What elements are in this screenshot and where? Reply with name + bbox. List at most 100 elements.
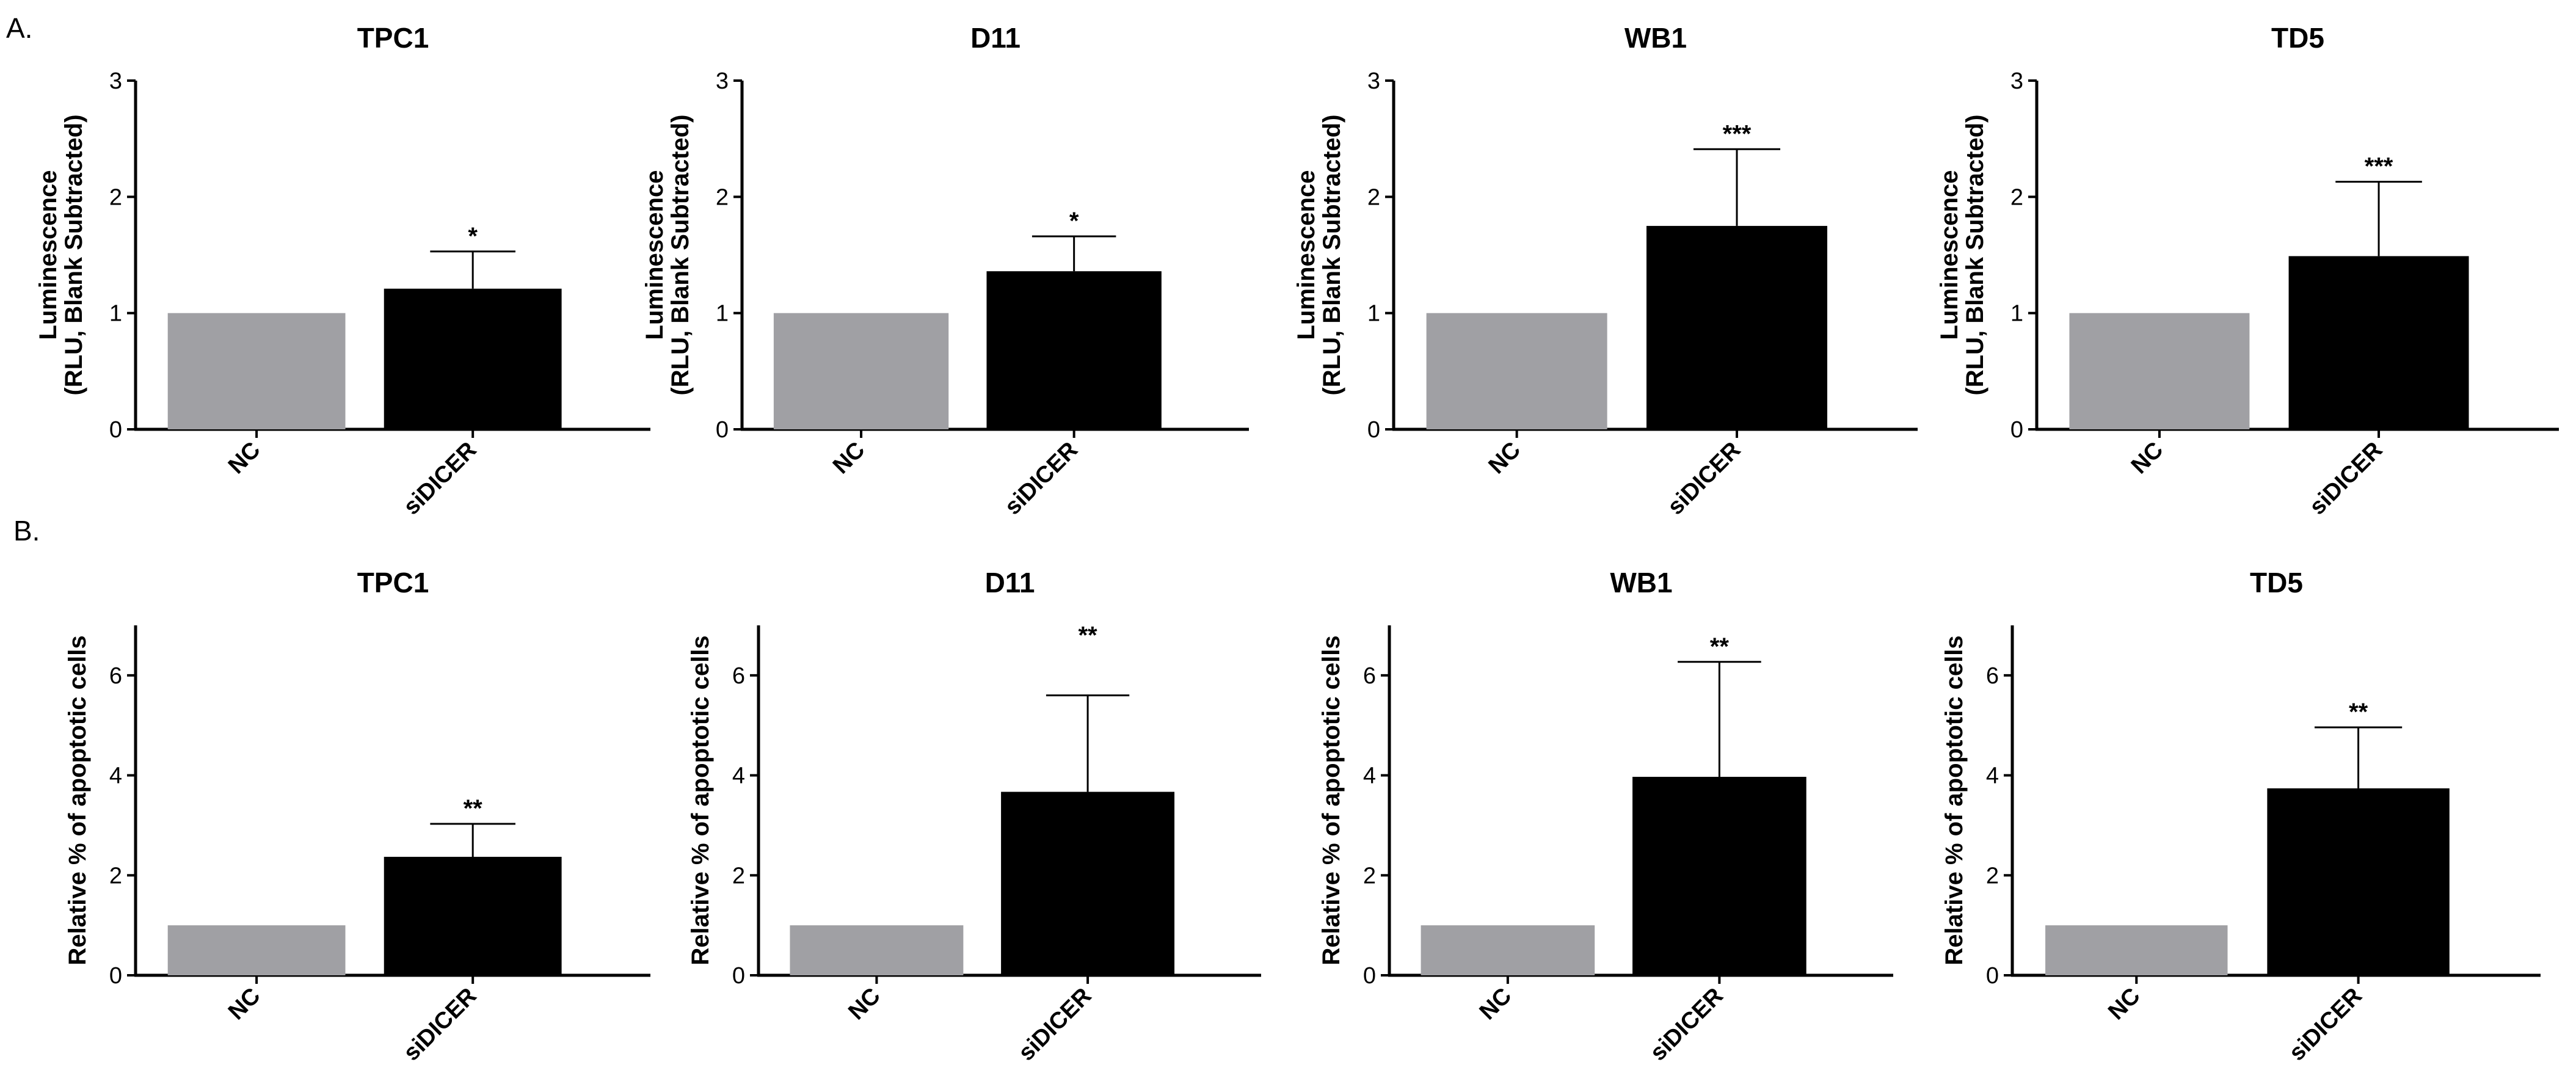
significance-label: * <box>1069 208 1079 235</box>
bar-nc <box>167 313 346 429</box>
chart-a-wb1: WB1 Luminescence(RLU, Blank Subtracted) 0 1… <box>1293 22 1918 520</box>
bar-nc <box>1426 313 1607 429</box>
y-tick-label: 3 <box>2010 68 2023 94</box>
bar-sidicer <box>384 288 562 429</box>
bar-sidicer <box>1632 777 1806 975</box>
x-category-label: siDICER <box>1663 437 1746 520</box>
y-axis-label: (RLU, Blank Subtracted) <box>1962 114 1988 395</box>
x-category-label: siDICER <box>399 437 482 520</box>
y-axis-label: (RLU, Blank Subtracted) <box>60 114 87 395</box>
y-tick-label: 3 <box>716 68 729 94</box>
bar-sidicer <box>1646 225 1827 429</box>
x-category-label: NC <box>843 983 886 1025</box>
bar-nc <box>773 313 949 429</box>
x-category-label: siDICER <box>2305 437 2388 520</box>
chart-title: TD5 <box>2271 22 2324 54</box>
chart-title: WB1 <box>1610 567 1672 598</box>
bar-nc <box>2045 925 2228 975</box>
y-axis-label: (RLU, Blank Subtracted) <box>1319 114 1345 395</box>
y-axis-label: (RLU, Blank Subtracted) <box>667 114 694 395</box>
y-axis-label: Luminescence <box>35 170 62 340</box>
x-category-label: siDICER <box>399 983 482 1066</box>
panel-label-a: A. <box>6 12 32 44</box>
y-tick-label: 1 <box>2010 301 2023 327</box>
y-tick-label: 2 <box>1363 863 1376 889</box>
bar-sidicer <box>986 271 1162 429</box>
chart-b-wb1: WB1 Relative % of apoptotic cells 0 2 4 6 NC **… <box>1318 567 1893 1066</box>
y-tick-label: 1 <box>716 301 729 327</box>
y-tick-label: 6 <box>1363 663 1376 689</box>
x-category-label: siDICER <box>1000 437 1083 520</box>
y-tick-label: 1 <box>1367 301 1380 327</box>
chart-title: D11 <box>970 22 1021 54</box>
x-category-label: siDICER <box>2284 983 2367 1066</box>
significance-label: * <box>468 223 478 250</box>
y-tick-label: 4 <box>109 763 122 789</box>
significance-label: *** <box>1723 120 1752 147</box>
chart-a-d11: D11 Luminescence(RLU, Blank Subtracted) 0 1… <box>641 22 1249 520</box>
y-tick-label: 2 <box>1367 184 1380 210</box>
y-axis-label: Luminescence <box>1936 170 1963 340</box>
chart-a-td5: TD5 Luminescence(RLU, Blank Subtracted) 0 1… <box>1936 22 2559 520</box>
x-category-label: siDICER <box>1014 983 1097 1066</box>
y-tick-label: 4 <box>1986 763 1999 789</box>
bar-nc <box>167 925 346 975</box>
x-category-label: NC <box>1483 437 1526 479</box>
y-axis-label: Relative % of apoptotic cells <box>687 635 714 965</box>
y-tick-label: 0 <box>1367 417 1380 443</box>
x-category-label: NC <box>828 437 870 479</box>
chart-title: D11 <box>985 567 1035 598</box>
panel-label-b: B. <box>13 515 40 547</box>
y-tick-label: 4 <box>732 763 745 789</box>
y-tick-label: 0 <box>109 963 122 989</box>
y-tick-label: 2 <box>732 863 745 889</box>
y-tick-label: 6 <box>109 663 122 689</box>
x-category-label: NC <box>224 437 266 479</box>
x-category-label: siDICER <box>1645 983 1728 1066</box>
y-tick-label: 2 <box>1986 863 1999 889</box>
significance-label: ** <box>2349 699 2368 726</box>
bar-sidicer <box>2267 788 2450 975</box>
y-tick-label: 2 <box>109 184 122 210</box>
y-axis-label: Luminescence <box>1293 170 1320 340</box>
bar-sidicer <box>2288 256 2469 429</box>
y-tick-label: 2 <box>716 184 729 210</box>
y-tick-label: 0 <box>1363 963 1376 989</box>
y-tick-label: 0 <box>716 417 729 443</box>
chart-title: TD5 <box>2250 567 2303 598</box>
x-category-label: NC <box>224 983 266 1025</box>
y-tick-label: 0 <box>1986 963 1999 989</box>
y-tick-label: 3 <box>109 68 122 94</box>
y-tick-label: 1 <box>109 301 122 327</box>
chart-title: TPC1 <box>357 22 429 54</box>
y-axis-label: Luminescence <box>641 170 668 340</box>
y-tick-label: 2 <box>2010 184 2023 210</box>
chart-b-tpc1: TPC1 Relative % of apoptotic cells 0 2 4 6 NC *… <box>64 567 650 1066</box>
significance-label: ** <box>1710 633 1730 660</box>
bar-nc <box>2069 313 2250 429</box>
significance-label: ** <box>464 795 483 822</box>
chart-a-tpc1: TPC1 Luminescence(RLU, Blank Subtracted) 0… <box>35 22 650 520</box>
y-tick-label: 0 <box>109 417 122 443</box>
y-tick-label: 6 <box>1986 663 1999 689</box>
chart-title: TPC1 <box>357 567 429 598</box>
bar-nc <box>790 925 964 975</box>
significance-label: ** <box>1078 622 1097 649</box>
y-axis-label: Relative % of apoptotic cells <box>64 635 91 965</box>
y-tick-label: 2 <box>109 863 122 889</box>
chart-b-td5: TD5 Relative % of apoptotic cells 0 2 4 6 NC **… <box>1941 567 2541 1066</box>
x-category-label: NC <box>2127 437 2169 479</box>
bar-sidicer <box>384 856 562 975</box>
chart-b-d11: D11 Relative % of apoptotic cells 0 2 4 6 NC **… <box>687 567 1261 1066</box>
y-axis-label: Relative % of apoptotic cells <box>1941 635 1968 965</box>
bar-sidicer <box>1001 791 1175 975</box>
y-axis-label: Relative % of apoptotic cells <box>1318 635 1345 965</box>
chart-title: WB1 <box>1625 22 1687 54</box>
y-tick-label: 0 <box>2010 417 2023 443</box>
y-tick-label: 6 <box>732 663 745 689</box>
bar-nc <box>1421 925 1595 975</box>
y-tick-label: 0 <box>732 963 745 989</box>
y-tick-label: 3 <box>1367 68 1380 94</box>
